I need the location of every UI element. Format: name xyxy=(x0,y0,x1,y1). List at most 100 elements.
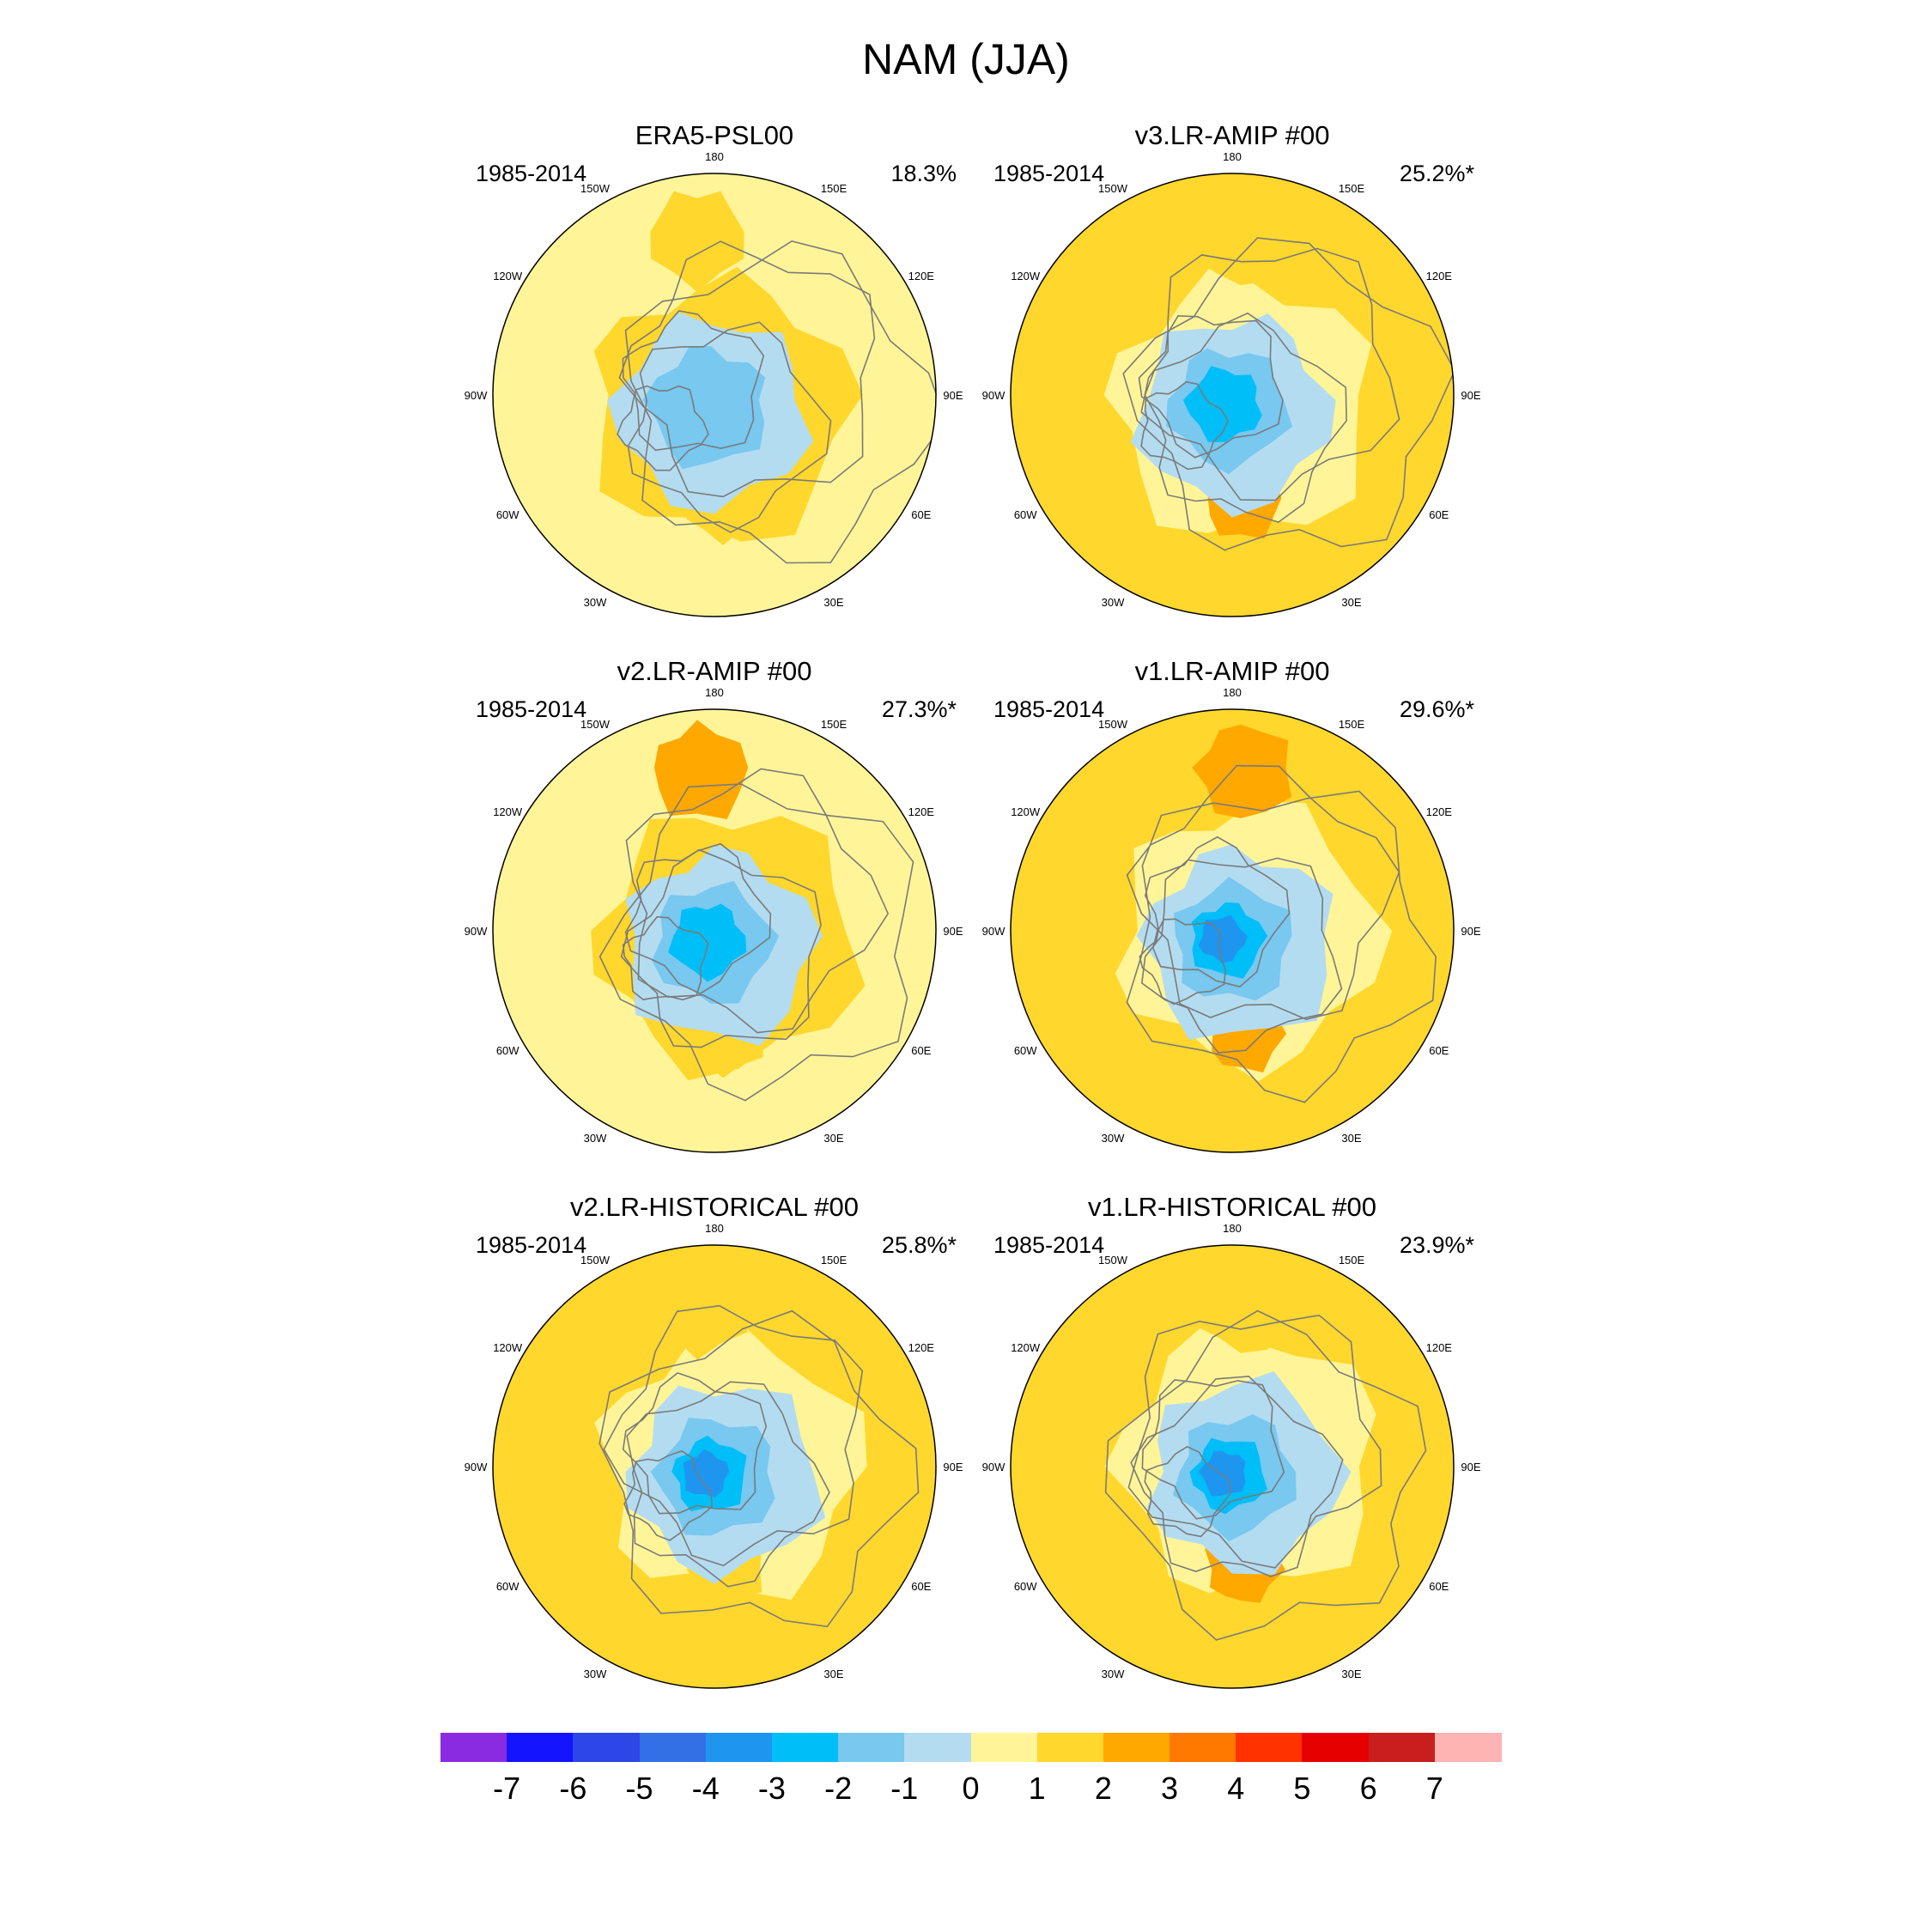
panel-title: ERA5-PSL00 xyxy=(635,120,794,150)
longitude-label: 120E xyxy=(908,805,935,818)
colorbar-tick-label: -7 xyxy=(493,1771,521,1806)
colorbar-tick-label: -2 xyxy=(824,1771,853,1806)
coastline xyxy=(1140,380,1230,471)
coastline xyxy=(1104,1309,1427,1641)
colorbar-swatch xyxy=(1036,1733,1104,1762)
coastline xyxy=(1139,918,1227,1005)
colorbar-tick-label: -5 xyxy=(625,1771,653,1806)
longitude-label: 120E xyxy=(1426,270,1453,283)
coastline xyxy=(622,1371,768,1515)
longitude-label: 30W xyxy=(1102,1132,1125,1145)
panel-period: 1985-2014 xyxy=(476,161,587,186)
figure-title: NAM (JJA) xyxy=(862,35,1070,83)
longitude-label: 120W xyxy=(1011,270,1041,283)
panel-variance: 29.6%* xyxy=(1399,696,1474,722)
coastline xyxy=(598,1309,920,1628)
longitude-label: 30E xyxy=(1341,1132,1361,1145)
polar-cap-level xyxy=(1199,1450,1246,1497)
polar-cap-level xyxy=(1198,914,1248,963)
polar-cap-level xyxy=(1182,366,1262,442)
longitude-label: 150E xyxy=(821,1254,848,1267)
colorbar-swatch xyxy=(639,1733,707,1762)
colorbar-tick-label: 3 xyxy=(1161,1771,1179,1806)
longitude-label: 30E xyxy=(823,1668,843,1680)
panel-period: 1985-2014 xyxy=(476,1232,587,1258)
longitude-label: 90E xyxy=(1461,925,1480,938)
colorbar-swatch xyxy=(1103,1733,1170,1762)
colorbar-tick-label: 6 xyxy=(1359,1771,1377,1806)
panel-title: v2.LR-AMIP #00 xyxy=(617,656,812,686)
longitude-label: 90E xyxy=(943,1461,963,1473)
longitude-label: 60W xyxy=(496,508,519,521)
longitude-label: 150W xyxy=(1098,1254,1128,1267)
colorbar-swatch xyxy=(705,1733,773,1762)
panel-v3-amip: 180150E120E90E60E30E030W60W90W120W150Wv3… xyxy=(906,120,1558,618)
longitude-label: 60E xyxy=(1429,508,1449,521)
pacific-center xyxy=(650,191,744,292)
coastline xyxy=(624,842,772,995)
longitude-label: 120W xyxy=(493,1341,523,1354)
pacific-center xyxy=(1194,191,1297,286)
coastline xyxy=(1144,835,1291,988)
panel-v2-historical: 180150E120E90E60E30E030W60W90W120W150Wv2… xyxy=(388,1192,1041,1690)
colorbar: -7 -6 -5 -4 -3 -2 -1 0 1 2 3 4 5 6 7 xyxy=(440,1733,1502,1810)
coastline xyxy=(617,385,709,471)
colorbar-tick-label: -4 xyxy=(691,1771,720,1806)
longitude-label: 150E xyxy=(1339,718,1365,731)
panel-title: v1.LR-HISTORICAL #00 xyxy=(1088,1192,1376,1222)
polar-map: 180150E120E90E60E30E030W60W90W120W150W xyxy=(465,1222,963,1689)
map-border xyxy=(492,1244,937,1689)
panel-title: v2.LR-HISTORICAL #00 xyxy=(570,1192,859,1222)
coastline xyxy=(1130,1376,1344,1577)
longitude-label: 90W xyxy=(982,389,1005,402)
longitude-label: 120E xyxy=(1426,805,1453,818)
pacific-center xyxy=(654,1258,750,1360)
coastline xyxy=(1144,312,1347,523)
polar-map: 180150E120E90E60E30E030W60W90W120W150W xyxy=(982,150,1481,617)
longitude-label: 90W xyxy=(465,389,488,402)
longitude-label: 150W xyxy=(580,182,611,195)
panel-variance: 25.8%* xyxy=(881,1232,957,1258)
coastline xyxy=(623,1449,713,1541)
colorbar-tick-label: 4 xyxy=(1227,1771,1245,1806)
coastline xyxy=(620,848,822,1048)
colorbar-tick-label: 5 xyxy=(1293,1771,1311,1806)
panel-variance: 27.3%* xyxy=(881,696,957,722)
coastline xyxy=(598,783,914,1102)
longitude-label: 30E xyxy=(1341,1668,1361,1680)
panel-v1-amip: 180150E120E90E60E30E030W60W90W120W150Wv1… xyxy=(906,656,1558,1154)
coastline xyxy=(1122,237,1454,551)
colorbar-swatch xyxy=(1170,1733,1236,1762)
colorbar-swatch xyxy=(1302,1733,1370,1762)
coastline xyxy=(1141,1379,1285,1520)
longitude-label: 150E xyxy=(821,718,848,731)
longitude-label: 180 xyxy=(705,686,724,699)
longitude-label: 90W xyxy=(465,1461,488,1473)
longitude-label: 60W xyxy=(1014,508,1037,521)
colorbar-swatch xyxy=(573,1733,641,1762)
map-border xyxy=(492,173,937,617)
coastline xyxy=(1127,1314,1382,1569)
longitude-label: 120W xyxy=(493,805,523,818)
longitude-label: 180 xyxy=(1223,1222,1242,1235)
colorbar-tick-label: 1 xyxy=(1028,1771,1046,1806)
coastline xyxy=(1126,764,1400,1020)
coastline xyxy=(1140,857,1343,1054)
longitude-label: 60E xyxy=(911,508,931,521)
map-border xyxy=(492,708,937,1153)
coastline xyxy=(1126,790,1437,1103)
longitude-label: 60E xyxy=(1429,1580,1449,1593)
longitude-label: 90W xyxy=(982,925,1005,938)
longitude-label: 120E xyxy=(908,1341,935,1354)
longitude-label: 150E xyxy=(1339,182,1365,195)
longitude-label: 90W xyxy=(982,1461,1005,1473)
longitude-label: 60W xyxy=(496,1044,519,1057)
longitude-label: 120W xyxy=(1011,1341,1041,1354)
longitude-label: 90E xyxy=(1461,1461,1480,1473)
coastline xyxy=(622,915,709,1001)
longitude-label: 150E xyxy=(1339,1254,1365,1267)
polar-cap-level xyxy=(642,345,766,470)
colorbar-swatch xyxy=(507,1733,574,1762)
map-border xyxy=(1010,1244,1455,1689)
